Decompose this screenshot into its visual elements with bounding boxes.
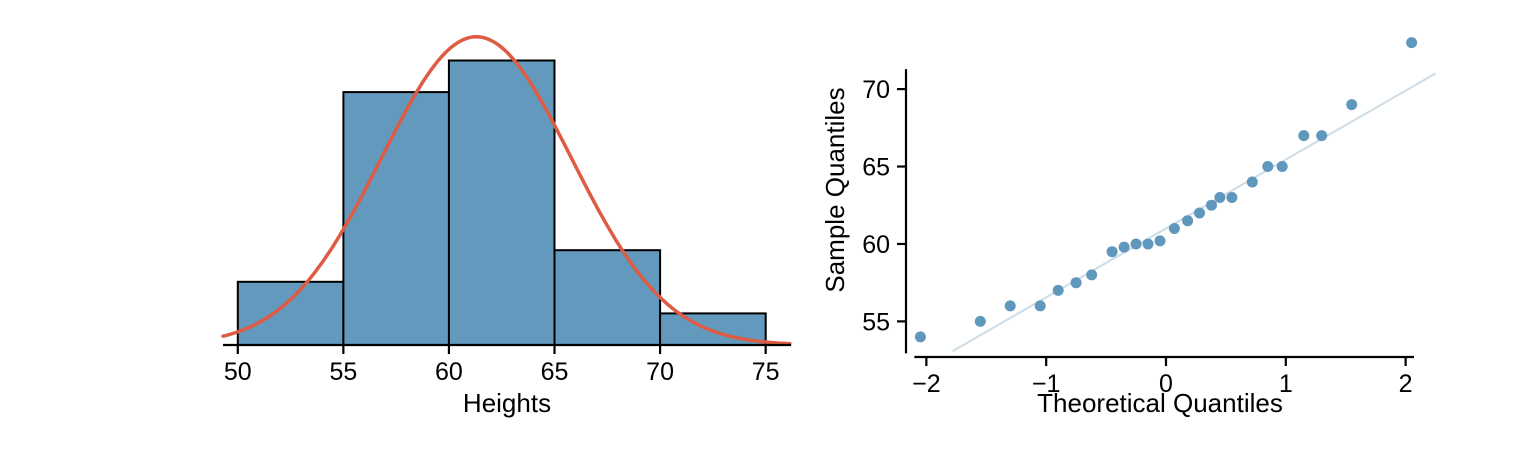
- qq-point: [1168, 223, 1180, 234]
- hist-bar: [553, 249, 662, 346]
- qq-point: [1070, 277, 1082, 289]
- y-tick-label: 65: [862, 154, 890, 182]
- qq-point: [1246, 176, 1258, 188]
- x-tick-label: 75: [752, 358, 780, 386]
- qq-point: [1346, 99, 1358, 111]
- qq-point: [1142, 238, 1154, 250]
- y-tick-label: 70: [862, 76, 890, 104]
- qq-point: [1276, 161, 1288, 172]
- qq-point: [1182, 215, 1194, 227]
- x-tick-label: 55: [329, 358, 357, 386]
- qq-point: [1214, 192, 1226, 203]
- normal-curve-overlay: [221, 34, 792, 346]
- x-tick-label: 0: [1159, 370, 1173, 398]
- x-tick-label: 65: [541, 358, 569, 386]
- qq-point: [1194, 207, 1205, 219]
- qq-point: [1298, 130, 1310, 142]
- y-tick-label: 55: [862, 308, 890, 336]
- histogram-plot: 50 55 60 65 70 75 Heights: [221, 34, 792, 418]
- y-axis-title: Sample Quantiles: [820, 87, 850, 292]
- hist-bar: [342, 91, 450, 346]
- x-tick-label: −1: [1032, 370, 1061, 398]
- qq-point: [1086, 269, 1098, 281]
- x-axis-title: Heights: [463, 388, 551, 418]
- qq-point: [974, 315, 986, 327]
- qq-point: [1106, 246, 1118, 258]
- x-tick-label: 60: [435, 358, 463, 386]
- y-tick-label: 60: [862, 231, 890, 259]
- qq-point: [1316, 130, 1328, 142]
- qq-point: [1154, 235, 1166, 247]
- qq-point: [1034, 300, 1046, 312]
- hist-bar: [447, 59, 556, 346]
- qq-point: [1226, 192, 1238, 203]
- x-tick-label: −2: [912, 370, 941, 398]
- qq-point: [1118, 241, 1130, 253]
- x-tick-label: 2: [1399, 370, 1413, 398]
- qq-point: [1406, 37, 1418, 49]
- x-tick-label: 50: [224, 358, 252, 386]
- hist-bar: [236, 280, 345, 346]
- qq-point: [914, 331, 926, 343]
- x-tick-label: 1: [1279, 370, 1293, 398]
- qq-point: [1130, 238, 1142, 250]
- qq-point: [1262, 161, 1274, 172]
- x-tick-label: 70: [646, 358, 674, 386]
- qq-point: [1052, 284, 1064, 296]
- qq-point: [1004, 300, 1016, 312]
- qq-point: [1206, 199, 1217, 211]
- x-axis-title: Theoretical Quantiles: [1037, 388, 1283, 418]
- qq-plot: −2 −1 0 1 2 55 60 65 70 Theoretical Quantiles Samp…: [820, 37, 1437, 418]
